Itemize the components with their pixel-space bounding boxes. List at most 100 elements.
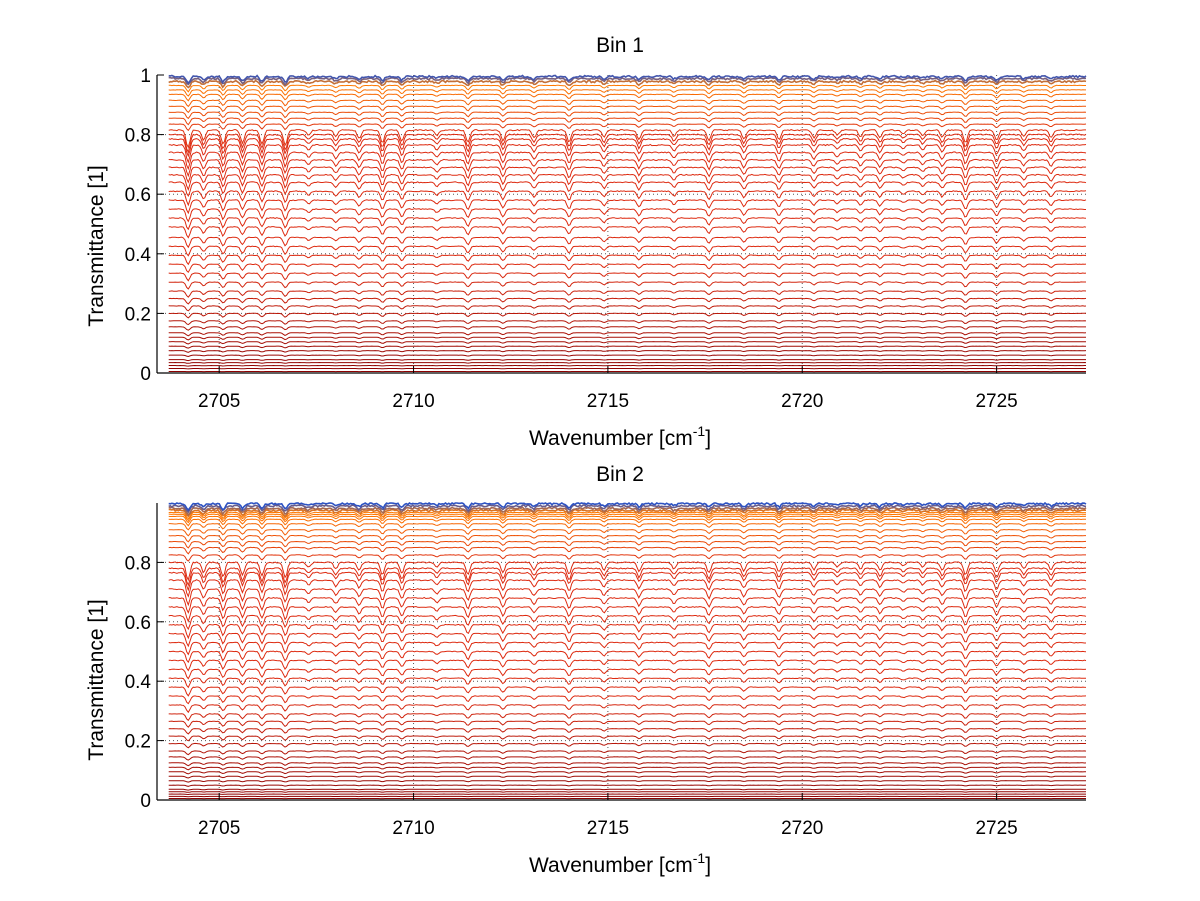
y-tick-label: 0.8 bbox=[125, 553, 151, 574]
y-axis-label: Transmittance [1] bbox=[85, 165, 108, 326]
series-line bbox=[168, 84, 1086, 93]
series-line bbox=[168, 503, 1087, 514]
series-line bbox=[168, 771, 1087, 775]
series-line bbox=[168, 297, 1087, 305]
series-line bbox=[168, 540, 1087, 549]
series-line bbox=[168, 199, 1087, 215]
series-line bbox=[168, 137, 1087, 158]
series-line bbox=[168, 762, 1087, 767]
series-line bbox=[168, 506, 1087, 517]
axes: 2705 2710 2715 2720 2725 0 0.2 0.4 0.6 0.8 1 bbox=[125, 66, 1086, 412]
series-group bbox=[168, 501, 1087, 800]
series-line bbox=[168, 650, 1087, 664]
x-tick-label: 2715 bbox=[587, 391, 629, 412]
series-line bbox=[168, 364, 1086, 367]
series-line bbox=[168, 245, 1086, 257]
series-line bbox=[168, 623, 1087, 640]
series-line bbox=[168, 326, 1086, 331]
x-tick-label: 2710 bbox=[392, 391, 434, 412]
y-tick-label: 0.6 bbox=[125, 613, 151, 634]
chart-panel-bin-2: Bin 2 2705 2710 2715 2720 272500.20.40.60.8 … bbox=[85, 463, 1087, 877]
series-line bbox=[168, 561, 1087, 582]
series-line bbox=[168, 133, 1087, 154]
series-line bbox=[168, 534, 1086, 543]
grid bbox=[157, 75, 1086, 373]
series-line bbox=[168, 695, 1087, 705]
series-line bbox=[168, 677, 1086, 689]
y-tick-label: 0.4 bbox=[125, 245, 152, 266]
series-line bbox=[168, 158, 1087, 178]
series-line bbox=[168, 320, 1087, 326]
series-line bbox=[168, 336, 1086, 341]
series-line bbox=[168, 341, 1087, 345]
series-line bbox=[168, 76, 1087, 86]
series-line bbox=[168, 659, 1087, 672]
series-line bbox=[168, 290, 1087, 298]
x-axis-label: Wavenumber [cm-1] bbox=[529, 423, 711, 450]
x-tick-label: 2705 bbox=[198, 818, 240, 839]
series-line bbox=[168, 513, 1087, 522]
series-line bbox=[168, 523, 1087, 531]
series-line bbox=[168, 742, 1086, 749]
series-line bbox=[168, 345, 1086, 349]
x-tick-label: 2720 bbox=[781, 818, 823, 839]
plot-area: 2705 2710 2715 2720 2725 0 0.2 0.4 0.6 0.8 1 bbox=[125, 66, 1087, 412]
series-line bbox=[168, 750, 1087, 756]
chart-panel-bin-1: Bin 1 2705 2710 2715 2720 2725 0 0.2 0.4 0.6 0.8 1… bbox=[85, 34, 1087, 450]
series-line bbox=[168, 546, 1087, 555]
series-line bbox=[168, 151, 1087, 171]
series-line bbox=[168, 173, 1087, 191]
series-line bbox=[168, 226, 1087, 239]
plot-area: 2705 2710 2715 2720 2725 0 0.2 0.4 0.6 0.8 bbox=[125, 501, 1087, 839]
x-tick-label: 2725 bbox=[975, 391, 1017, 412]
x-tick-label: 2705 bbox=[198, 391, 240, 412]
chart-title: Bin 2 bbox=[596, 463, 644, 486]
series-line bbox=[168, 312, 1086, 319]
series-line bbox=[168, 791, 1086, 793]
series-line bbox=[168, 588, 1087, 607]
series-line bbox=[168, 704, 1087, 714]
x-axis-label: Wavenumber [cm-1] bbox=[529, 850, 711, 877]
series-line bbox=[168, 756, 1086, 761]
y-tick-label: 1 bbox=[140, 66, 151, 87]
series-line bbox=[168, 605, 1087, 623]
y-tick-label: 0.8 bbox=[125, 126, 151, 147]
x-tick-label: 2715 bbox=[587, 818, 629, 839]
series-line bbox=[168, 501, 1087, 512]
series-line bbox=[168, 93, 1086, 102]
series-line bbox=[168, 788, 1086, 791]
series-line bbox=[168, 780, 1086, 783]
x-tick-label: 2720 bbox=[781, 391, 823, 412]
y-tick-label: 0 bbox=[140, 791, 151, 812]
series-line bbox=[168, 720, 1087, 728]
series-line bbox=[168, 217, 1087, 231]
series-line bbox=[168, 511, 1086, 520]
series-line bbox=[168, 614, 1087, 631]
series-line bbox=[168, 668, 1087, 680]
series-group bbox=[168, 74, 1087, 373]
axes: 2705 2710 2715 2720 2725 0 0.2 0.4 0.6 0.8 bbox=[125, 503, 1086, 839]
series-line bbox=[168, 515, 1087, 524]
series-line bbox=[168, 784, 1087, 787]
x-tick-label: 2725 bbox=[975, 818, 1017, 839]
series-line bbox=[168, 579, 1087, 598]
series-line bbox=[168, 727, 1087, 735]
series-line bbox=[168, 567, 1087, 587]
series-line bbox=[168, 305, 1087, 312]
series-line bbox=[168, 686, 1087, 697]
series-line bbox=[168, 359, 1086, 362]
series-line bbox=[168, 350, 1087, 353]
series-line bbox=[168, 99, 1087, 108]
series-line bbox=[168, 128, 1086, 149]
series-line bbox=[168, 332, 1087, 337]
series-line bbox=[168, 254, 1087, 266]
series-line bbox=[168, 74, 1087, 85]
chart-title: Bin 1 bbox=[596, 34, 644, 57]
series-line bbox=[168, 361, 1087, 364]
series-line bbox=[168, 281, 1086, 290]
series-line bbox=[168, 190, 1087, 207]
series-line bbox=[168, 793, 1086, 796]
series-line bbox=[168, 713, 1086, 722]
series-line bbox=[168, 554, 1086, 562]
y-tick-label: 0.2 bbox=[125, 732, 151, 753]
